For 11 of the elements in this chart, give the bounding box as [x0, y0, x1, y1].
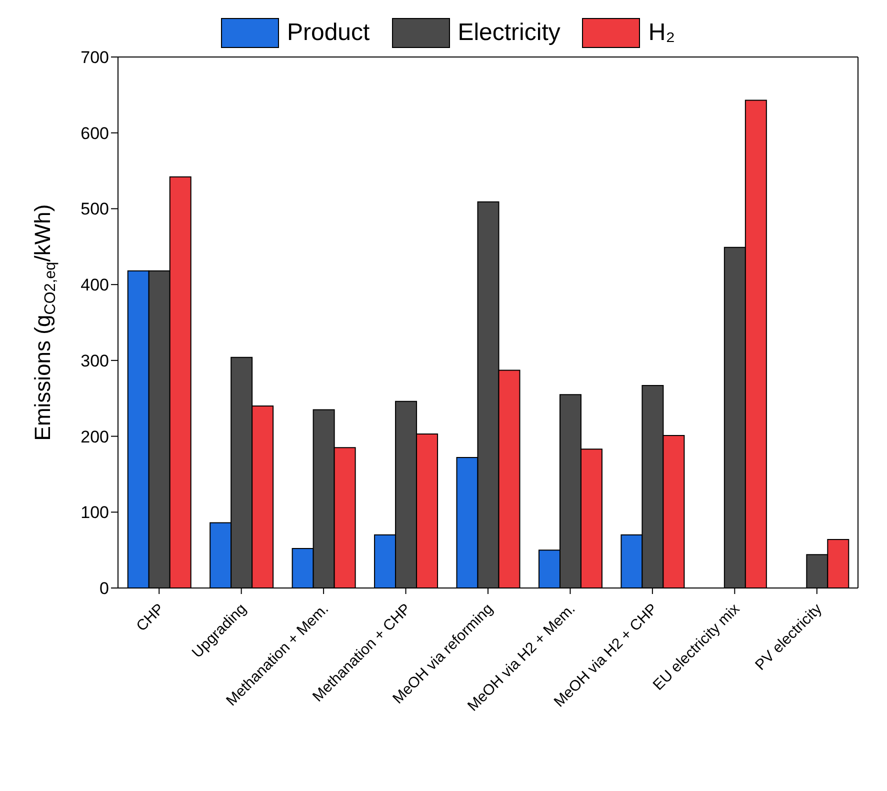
legend-label: Product — [286, 19, 370, 47]
y-tick-label: 100 — [80, 503, 109, 522]
legend-label: Electricity — [458, 19, 560, 47]
y-tick-label: 300 — [80, 351, 109, 370]
y-tick-label: 500 — [80, 200, 109, 219]
y-tick-label: 0 — [100, 579, 109, 598]
legend-label: H₂ — [648, 19, 676, 47]
y-tick-label: 600 — [80, 124, 109, 143]
y-tick-label: 200 — [80, 427, 109, 446]
y-tick-label: 700 — [80, 48, 109, 68]
y-tick-label: 400 — [80, 276, 109, 295]
